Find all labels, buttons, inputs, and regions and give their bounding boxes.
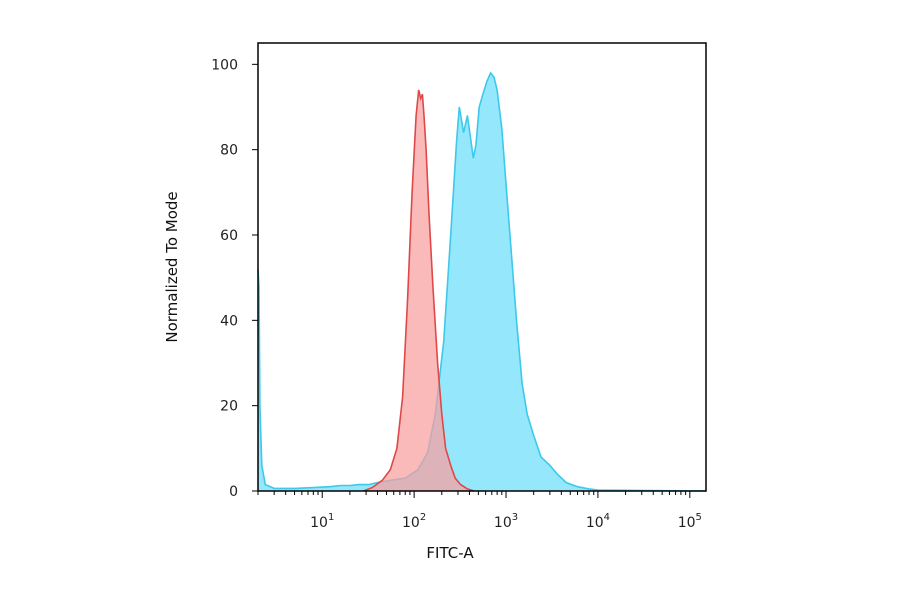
x-axis: 101 102 103 104 105	[257, 491, 702, 531]
x-axis-title: FITC-A	[426, 544, 474, 562]
plot-frame	[257, 42, 707, 492]
x-tick-label: 102	[402, 512, 426, 531]
x-tick-label: 104	[586, 512, 610, 531]
y-tick-label: 0	[229, 484, 238, 500]
series-2-area	[363, 89, 475, 492]
series-1-line	[257, 71, 707, 492]
y-tick-label: 100	[211, 57, 238, 73]
y-axis-title: Normalized To Mode	[163, 191, 181, 342]
series-1-area	[258, 72, 706, 492]
y-tick-label: 80	[220, 143, 238, 159]
y-tick-label: 60	[220, 228, 238, 244]
y-tick-label: 20	[220, 399, 238, 415]
y-axis: 0 20 40 60 80 100	[211, 57, 258, 500]
series-2-line	[363, 89, 475, 492]
x-tick-label: 101	[310, 512, 334, 531]
plot-layer	[257, 71, 707, 492]
x-tick-label: 103	[494, 512, 518, 531]
x-tick-label: 105	[678, 512, 702, 531]
y-tick-label: 40	[220, 313, 238, 329]
